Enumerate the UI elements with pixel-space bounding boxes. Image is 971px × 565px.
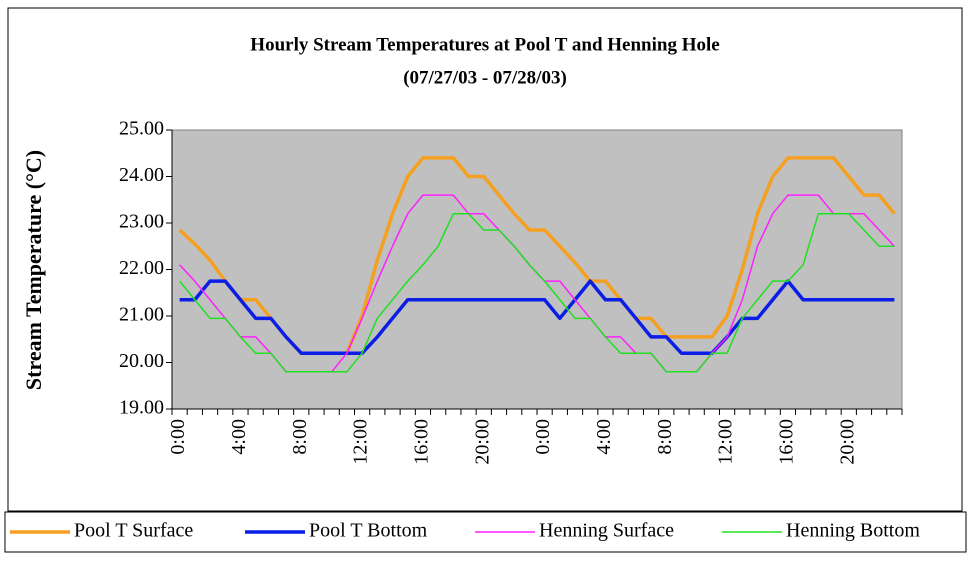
x-tick-label: 20:00 [471, 419, 493, 465]
legend-label: Pool T Surface [74, 520, 193, 542]
y-tick-label: 25.00 [119, 118, 164, 140]
y-tick-label: 22.00 [119, 257, 164, 279]
y-tick-label: 24.00 [119, 164, 164, 186]
series-line [179, 279, 895, 355]
legend-label: Henning Surface [539, 520, 674, 542]
x-tick-label: 0:00 [532, 419, 554, 455]
chart-subtitle: (07/27/03 - 07/28/03) [403, 67, 567, 88]
legend-label: Pool T Bottom [309, 520, 428, 542]
chart-title: Hourly Stream Temperatures at Pool T and… [250, 34, 719, 55]
y-tick-label: 19.00 [119, 397, 164, 419]
x-tick-label: 16:00 [411, 419, 433, 465]
x-tick-label: 8:00 [654, 419, 676, 455]
y-tick-label: 23.00 [119, 211, 164, 233]
x-tick-label: 20:00 [836, 419, 858, 465]
x-tick-label: 4:00 [228, 419, 250, 455]
y-tick-label: 21.00 [119, 304, 164, 326]
x-tick-label: 16:00 [776, 419, 798, 465]
legend-label: Henning Bottom [786, 520, 920, 542]
plot-area [171, 129, 903, 410]
x-tick-label: 12:00 [715, 419, 737, 465]
x-tick-label: 4:00 [593, 419, 615, 455]
y-tick-label: 20.00 [119, 350, 164, 372]
series-line [179, 212, 895, 373]
x-tick-label: 12:00 [350, 419, 372, 465]
y-axis-label: Stream Temperature (°C) [21, 150, 46, 390]
x-tick-label: 0:00 [167, 419, 189, 455]
x-tick-label: 8:00 [289, 419, 311, 455]
